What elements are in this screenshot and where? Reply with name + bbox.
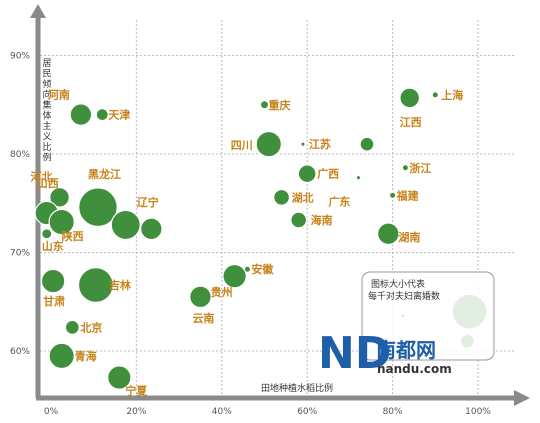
bubble (95, 108, 109, 122)
brand-url: nandu.com (377, 362, 452, 376)
legend-line-1: 图标大小代表 (371, 278, 425, 290)
province-label: 浙江 (409, 161, 431, 175)
bubble (107, 365, 132, 390)
y-axis-label-char: 主 (42, 120, 51, 132)
x-tick-label: 40% (212, 407, 232, 417)
size-legend: 图标大小代表 每千对夫妇离婚数 (361, 271, 495, 361)
bubble (77, 267, 114, 303)
bubble (41, 228, 53, 240)
bubble (78, 187, 118, 228)
province-label: 河北 (31, 169, 53, 183)
bubble (110, 209, 141, 241)
bubble (399, 87, 421, 109)
province-label: 广西 (317, 167, 339, 181)
x-axis-arrow (514, 390, 530, 406)
province-label: 天津 (108, 108, 130, 122)
province-label: 宁夏 (125, 384, 148, 398)
province-label: 湖北 (292, 190, 314, 204)
province-label: 四川 (231, 139, 253, 152)
x-tick-label: 80% (383, 407, 403, 417)
brand-logo-letters: ND (318, 328, 391, 379)
province-label: 福建 (396, 188, 420, 202)
bubble (140, 217, 163, 241)
legend-box (361, 271, 495, 361)
x-tick-label: 100% (465, 407, 491, 417)
bubble (388, 191, 397, 200)
province-label: 江苏 (309, 137, 331, 151)
brand-logo: ND 南都网 nandu.com (318, 328, 452, 379)
bubble (290, 211, 308, 229)
province-label: 云南 (192, 311, 214, 325)
province-label: 湖南 (398, 230, 420, 244)
y-axis-label-char: 比 (42, 141, 51, 153)
bubble (297, 164, 317, 184)
province-label: 辽宁 (137, 195, 159, 209)
y-axis-label-char: 体 (42, 110, 51, 122)
province-label: 安徽 (251, 262, 274, 276)
province-label: 海南 (311, 213, 333, 227)
bubble (273, 188, 291, 206)
y-tick-label: 90% (10, 52, 30, 62)
bubble (359, 136, 375, 152)
x-tick-label: 0% (44, 407, 59, 417)
province-label: 陕西 (62, 229, 84, 243)
province-label: 河南 (48, 88, 70, 102)
y-tick-label: 60% (10, 347, 30, 357)
x-axis-label: 田地种植水稻比例 (261, 382, 333, 394)
bubble (48, 342, 75, 370)
bubble (377, 222, 400, 246)
bubble (401, 164, 410, 172)
bubble (49, 186, 70, 208)
bubble (355, 174, 362, 181)
bubble (259, 100, 270, 110)
province-label: 山东 (42, 239, 64, 253)
bubble (189, 285, 212, 309)
y-axis-label-char: 向 (42, 89, 51, 101)
y-axis-label-char: 倾 (42, 78, 51, 90)
legend-line-2: 每千对夫妇离婚数 (368, 290, 440, 302)
x-tick-label: 20% (126, 407, 146, 417)
y-tick-label: 70% (10, 249, 30, 259)
province-label: 吉林 (109, 278, 131, 292)
bubble (40, 268, 66, 294)
bubble (300, 141, 306, 147)
province-label: 甘肃 (43, 294, 65, 308)
province-label: 贵州 (211, 285, 233, 299)
y-tick-label: 80% (10, 150, 30, 160)
bubble (222, 263, 247, 289)
y-axis-label-char: 居 (42, 58, 51, 69)
province-label: 江西 (400, 115, 422, 129)
province-label: 山西 (37, 176, 59, 190)
province-label: 青海 (75, 349, 97, 363)
brand-name: 南都网 (376, 338, 436, 362)
bubble (431, 91, 439, 99)
y-tick-labels: 60% 70% 80% 90% (10, 52, 30, 358)
x-tick-label: 60% (297, 407, 317, 417)
y-axis-label-char: 义 (42, 132, 51, 143)
y-axis-label-char: 民 (42, 69, 51, 80)
bubble (64, 319, 80, 335)
province-label: 上海 (441, 88, 463, 102)
y-axis-label-char: 集 (42, 99, 51, 111)
y-axis-label-char: 例 (42, 152, 51, 164)
province-label: 黑龙江 (88, 167, 121, 181)
bubble (255, 130, 282, 158)
bubble (69, 103, 93, 126)
province-label: 重庆 (269, 98, 291, 112)
x-tick-labels: 0% 20% 40% 60% 80% 100% (44, 407, 491, 417)
province-label: 北京 (80, 320, 102, 334)
bubble (48, 208, 75, 236)
y-axis-arrow (30, 4, 46, 18)
province-label: 广东 (328, 195, 350, 209)
